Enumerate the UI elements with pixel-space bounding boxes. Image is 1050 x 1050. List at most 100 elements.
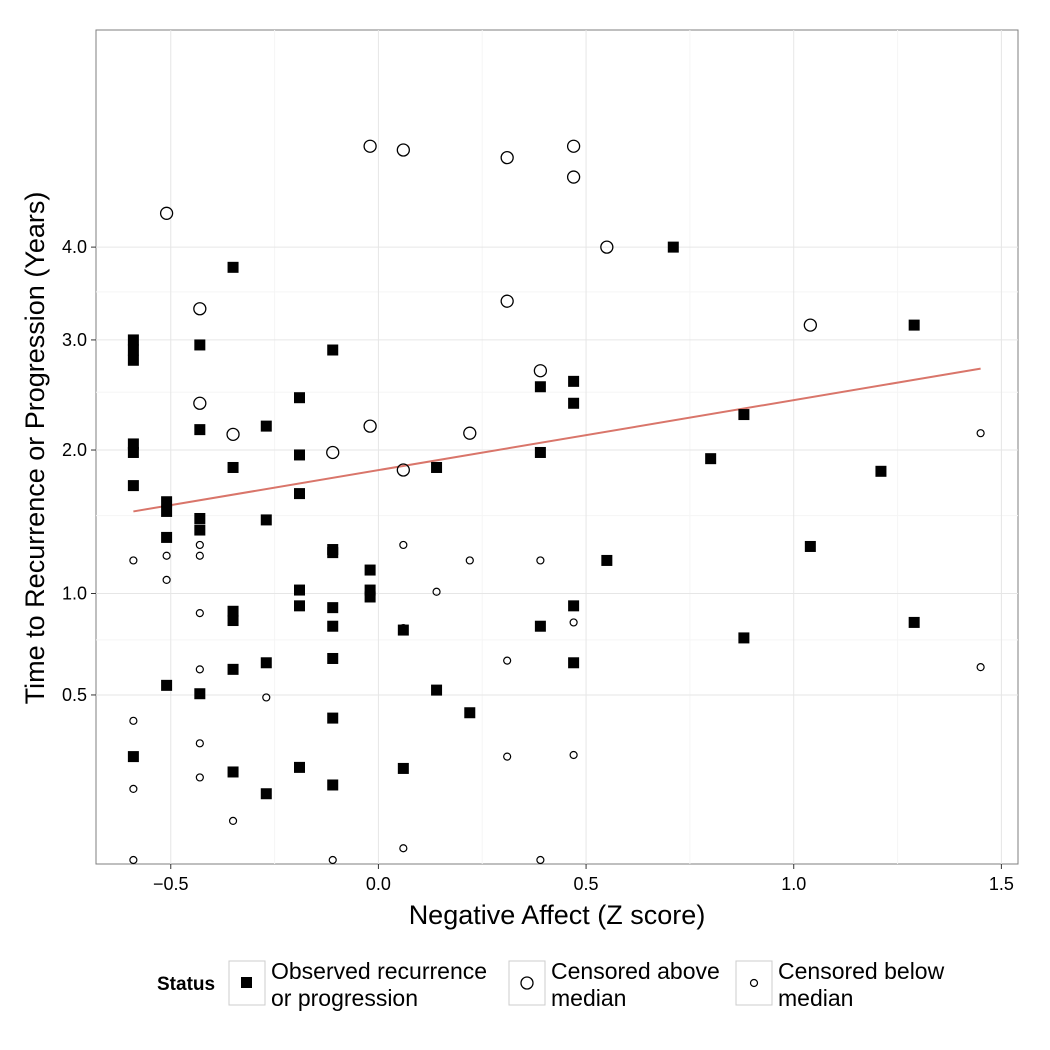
panel-background — [95, 29, 1019, 865]
x-tick-label: 0.5 — [574, 874, 599, 894]
censored-below-point — [162, 551, 171, 560]
observed-point — [194, 512, 206, 524]
censored-below-point — [465, 556, 474, 565]
observed-point — [568, 375, 580, 387]
censored-above-point — [566, 139, 581, 153]
observed-point — [568, 600, 580, 612]
observed-point — [127, 334, 139, 346]
censored-below-point — [569, 750, 578, 760]
legend-key-censored-below — [735, 960, 773, 1006]
y-tick-label: 0.5 — [62, 685, 87, 705]
observed-point — [738, 632, 750, 644]
regression-line — [133, 367, 981, 513]
observed-point — [327, 602, 339, 614]
censored-below-point — [129, 855, 138, 865]
legend-label-observed-line2: or progression — [271, 985, 418, 1011]
censored-above-point — [396, 143, 410, 157]
censored-above-point — [326, 445, 340, 460]
observed-point — [127, 480, 139, 492]
censored-above-point — [226, 427, 240, 442]
observed-point — [260, 514, 272, 526]
y-axis-title: Time to Recurrence or Progression (Years… — [20, 192, 50, 705]
censored-above-point — [363, 139, 377, 153]
legend-marker-large-circle — [520, 976, 534, 990]
x-axis: −0.5 0.0 0.5 1.0 1.5 — [153, 864, 1014, 894]
observed-point — [194, 688, 206, 700]
observed-point — [127, 438, 139, 450]
observed-point — [127, 446, 139, 458]
observed-point — [294, 761, 306, 773]
observed-point — [534, 620, 546, 632]
observed-point — [431, 684, 443, 696]
censored-below-point — [129, 716, 138, 725]
censored-below-point — [195, 773, 204, 782]
censored-above-point — [193, 302, 207, 316]
grid-lines — [96, 30, 1018, 864]
observed-point — [194, 339, 206, 351]
observed-point — [294, 584, 306, 596]
legend-marker-filled-square — [241, 977, 252, 988]
observed-point — [194, 524, 206, 536]
censored-below-point — [399, 844, 408, 853]
y-tick-label: 4.0 — [62, 237, 87, 257]
censored-below-point — [228, 816, 238, 826]
observed-point — [464, 707, 476, 719]
censored-below-point — [503, 752, 512, 761]
observed-point — [738, 409, 750, 421]
censored-below-point — [536, 556, 545, 565]
censored-below-point — [399, 624, 408, 633]
y-axis: 0.5 1.0 2.0 3.0 4.0 — [62, 237, 96, 705]
observed-point — [705, 453, 717, 465]
censored-below-point — [328, 855, 337, 865]
censored-below-point — [195, 540, 204, 550]
legend-label-observed-line1: Observed recurrence — [271, 958, 487, 984]
legend-label-censored-below-line2: median — [778, 985, 853, 1011]
y-tick-label: 3.0 — [62, 330, 87, 350]
observed-point — [227, 615, 239, 627]
observed-point — [534, 381, 546, 393]
observed-point — [667, 241, 679, 253]
x-axis-title: Negative Affect (Z score) — [409, 900, 706, 930]
observed-point — [294, 449, 306, 461]
censored-below-point — [976, 429, 985, 438]
observed-point — [397, 762, 409, 774]
observed-point — [260, 420, 272, 432]
censored-below-point — [262, 693, 271, 702]
observed-point — [327, 779, 339, 791]
x-tick-label: −0.5 — [153, 874, 189, 894]
observed-point — [327, 712, 339, 724]
censored-above-point — [600, 240, 614, 254]
legend-key-censored-above — [508, 960, 546, 1006]
observed-point — [908, 616, 920, 628]
observed-point — [227, 766, 239, 778]
censored-below-point — [195, 609, 204, 618]
censored-above-point — [159, 206, 174, 220]
censored-below-point — [195, 551, 204, 560]
observed-point — [227, 663, 239, 675]
censored-below-point — [195, 665, 204, 674]
data-points — [127, 139, 985, 865]
legend-label-censored-above-line1: Censored above — [551, 958, 720, 984]
legend: Status Observed recurrence or progressio… — [157, 958, 945, 1011]
censored-below-point — [162, 575, 171, 585]
trend-line — [133, 367, 981, 513]
censored-above-point — [193, 396, 207, 410]
censored-above-point — [566, 170, 581, 184]
observed-point — [161, 496, 173, 508]
observed-point — [568, 397, 580, 409]
censored-above-point — [396, 463, 410, 477]
censored-below-point — [503, 656, 512, 665]
x-tick-label: 1.0 — [781, 874, 806, 894]
observed-point — [364, 591, 376, 603]
x-tick-label: 0.0 — [366, 874, 391, 894]
observed-point — [127, 344, 139, 356]
observed-point — [161, 531, 173, 543]
censored-above-point — [500, 150, 514, 165]
observed-point — [260, 788, 272, 800]
observed-point — [397, 624, 409, 636]
censored-above-point — [500, 294, 514, 308]
censored-below-point — [569, 618, 578, 627]
observed-point — [568, 657, 580, 669]
observed-point — [127, 751, 139, 763]
